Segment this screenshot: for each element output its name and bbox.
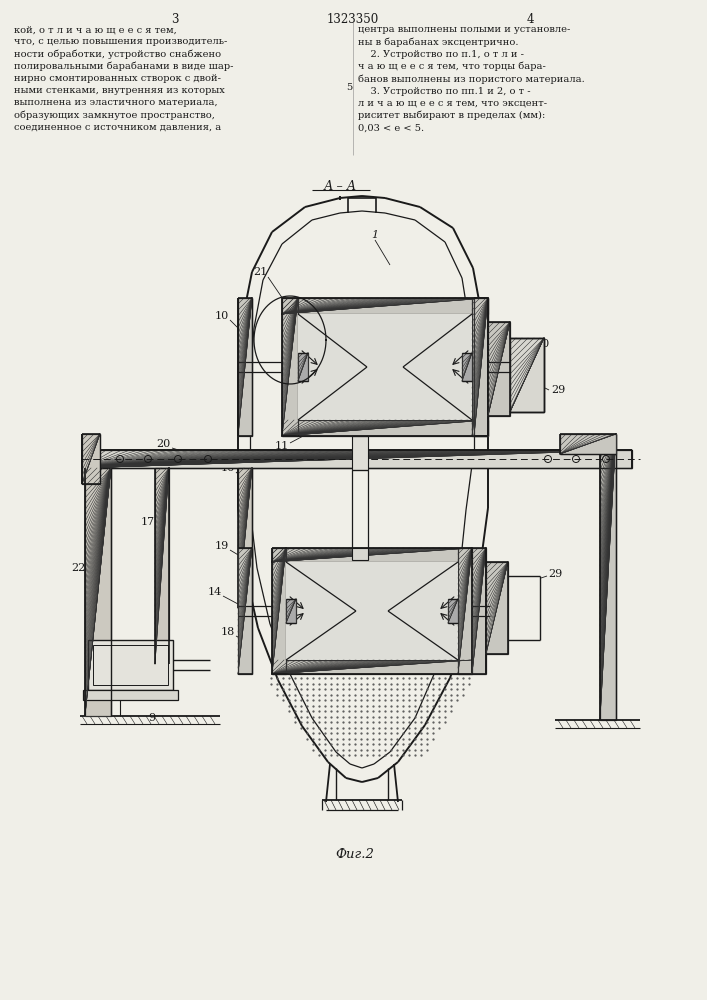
Text: 11: 11 [275,441,289,451]
Bar [282,298,488,314]
Bar [486,562,508,654]
Text: 3: 3 [171,13,179,26]
Bar [238,298,252,436]
Text: 4: 4 [526,13,534,26]
Bar [238,548,252,674]
Text: 29: 29 [551,385,565,395]
Text: 1323350: 1323350 [327,13,379,26]
Bar [282,420,488,436]
Bar [560,434,616,454]
Bar [474,298,488,436]
Bar [462,353,472,381]
Text: центра выполнены полыми и установле-
ны в барабанах эксцентрично.
    2. Устройс: центра выполнены полыми и установле- ны … [358,25,585,132]
Text: А – А: А – А [323,180,356,193]
Bar [472,298,488,436]
Text: 30: 30 [535,339,549,349]
Text: 21: 21 [253,267,267,277]
Bar [458,548,472,674]
Text: 10: 10 [215,311,229,321]
Bar [600,434,616,720]
Text: 9: 9 [148,713,156,723]
Bar [155,468,169,664]
Text: 14: 14 [208,587,222,597]
Bar [352,436,368,470]
Bar [88,640,173,690]
Bar [82,450,632,468]
Bar [352,548,368,560]
Bar [472,548,486,674]
Bar [238,468,252,608]
Text: Фиг.2: Фиг.2 [336,848,375,861]
Text: 18: 18 [221,627,235,637]
Text: 17: 17 [141,517,155,527]
Text: 5: 5 [346,83,352,92]
Bar [298,314,472,420]
Text: кой, о т л и ч а ю щ е е с я тем,
что, с целью повышения производитель-
ности об: кой, о т л и ч а ю щ е е с я тем, что, с… [14,25,233,132]
Bar [510,338,544,412]
Bar [282,298,298,436]
Bar [448,599,458,623]
Text: 20: 20 [156,439,170,449]
Text: 22: 22 [71,563,85,573]
Bar [93,645,168,685]
Text: 19: 19 [215,541,229,551]
Bar [272,548,472,562]
Bar [488,322,510,416]
Bar [85,468,111,716]
Bar [272,548,286,674]
Bar [83,690,178,700]
Bar [286,562,458,660]
Text: 1: 1 [371,230,378,240]
Text: 16: 16 [221,463,235,473]
Bar [272,660,472,674]
Bar [286,599,296,623]
Bar [82,434,100,484]
Text: 29: 29 [548,569,562,579]
Bar [298,353,308,381]
